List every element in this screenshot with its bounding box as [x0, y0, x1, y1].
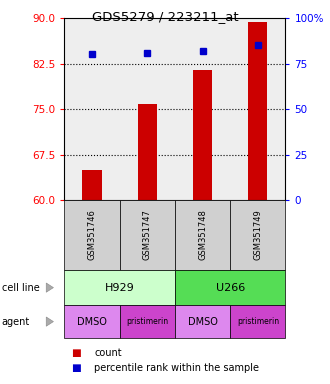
Text: H929: H929	[105, 283, 135, 293]
Text: ■: ■	[71, 363, 81, 373]
Text: GSM351747: GSM351747	[143, 210, 152, 260]
Text: GSM351749: GSM351749	[253, 210, 262, 260]
Text: U266: U266	[215, 283, 245, 293]
Text: agent: agent	[2, 316, 30, 327]
Bar	[193, 70, 212, 200]
Text: pristimerin: pristimerin	[237, 317, 279, 326]
Text: DMSO: DMSO	[187, 316, 217, 327]
Bar	[138, 104, 157, 200]
Text: GDS5279 / 223211_at: GDS5279 / 223211_at	[92, 10, 238, 23]
Text: DMSO: DMSO	[77, 316, 107, 327]
Bar	[248, 22, 268, 200]
Text: GSM351746: GSM351746	[87, 210, 96, 260]
Text: GSM351748: GSM351748	[198, 210, 207, 260]
Text: pristimerin: pristimerin	[126, 317, 168, 326]
Text: percentile rank within the sample: percentile rank within the sample	[94, 363, 259, 373]
Bar	[82, 170, 102, 200]
Text: cell line: cell line	[2, 283, 39, 293]
Text: ■: ■	[71, 348, 81, 358]
Text: count: count	[94, 348, 122, 358]
